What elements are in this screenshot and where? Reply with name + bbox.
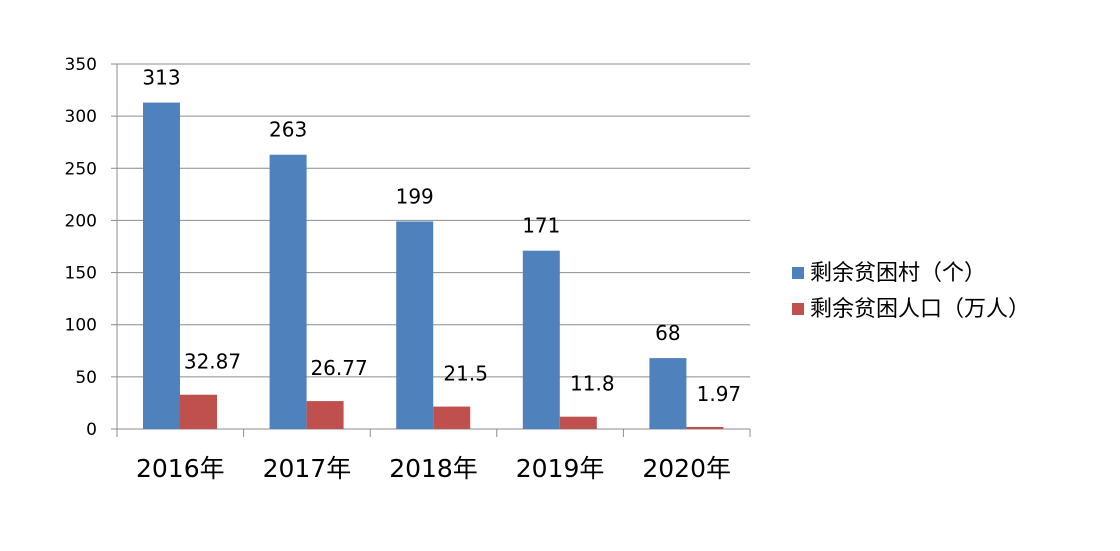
y-tick-label: 100 xyxy=(65,316,97,336)
data-label: 171 xyxy=(522,214,560,238)
data-label: 68 xyxy=(655,321,680,345)
bar-remaining-villages xyxy=(649,358,687,429)
y-tick-label: 200 xyxy=(65,211,97,231)
data-label: 263 xyxy=(269,118,307,142)
data-label: 1.97 xyxy=(697,382,742,406)
y-tick-label: 350 xyxy=(65,55,97,75)
data-label: 11.8 xyxy=(570,372,615,396)
data-labels: 313 263 199 171 68 32.87 26.77 21.5 11.8 1.97 xyxy=(142,66,741,406)
y-tick-label: 0 xyxy=(86,420,97,440)
y-tick-label: 250 xyxy=(65,159,97,179)
y-tick-label: 150 xyxy=(65,264,97,284)
bars xyxy=(143,102,724,429)
data-label: 199 xyxy=(396,184,434,208)
x-category-label: 2016年 xyxy=(136,454,225,483)
bar-remaining-villages xyxy=(396,221,434,429)
data-label: 313 xyxy=(142,66,180,90)
legend-swatch-population xyxy=(792,303,804,315)
bar-remaining-villages xyxy=(143,102,180,429)
x-category-label: 2019年 xyxy=(516,454,605,483)
data-label: 21.5 xyxy=(443,362,488,386)
bar-remaining-population xyxy=(686,426,724,429)
legend-swatch-villages xyxy=(792,267,804,279)
bar-remaining-population xyxy=(559,416,597,429)
y-tick-label: 300 xyxy=(65,107,97,127)
x-category-label: 2017年 xyxy=(263,454,352,483)
legend-label-population: 剩余贫困人口（万人） xyxy=(810,297,1030,322)
legend: 剩余贫困村（个） 剩余贫困人口（万人） xyxy=(792,261,1030,322)
bar-remaining-villages xyxy=(522,250,560,429)
axes: 0 50 100 150 200 250 300 350 2016年 2017年 2018年 2019… xyxy=(65,55,751,483)
bar-remaining-population xyxy=(433,406,471,429)
bar-remaining-population xyxy=(306,401,344,429)
gridlines xyxy=(117,63,750,378)
y-tick-label: 50 xyxy=(75,368,97,388)
legend-label-villages: 剩余贫困村（个） xyxy=(810,261,986,286)
data-label: 26.77 xyxy=(310,356,367,380)
bar-remaining-population xyxy=(180,394,217,429)
data-label: 32.87 xyxy=(184,350,241,374)
x-category-label: 2018年 xyxy=(389,454,478,483)
x-category-label: 2020年 xyxy=(642,454,731,483)
bar-remaining-villages xyxy=(269,154,307,429)
